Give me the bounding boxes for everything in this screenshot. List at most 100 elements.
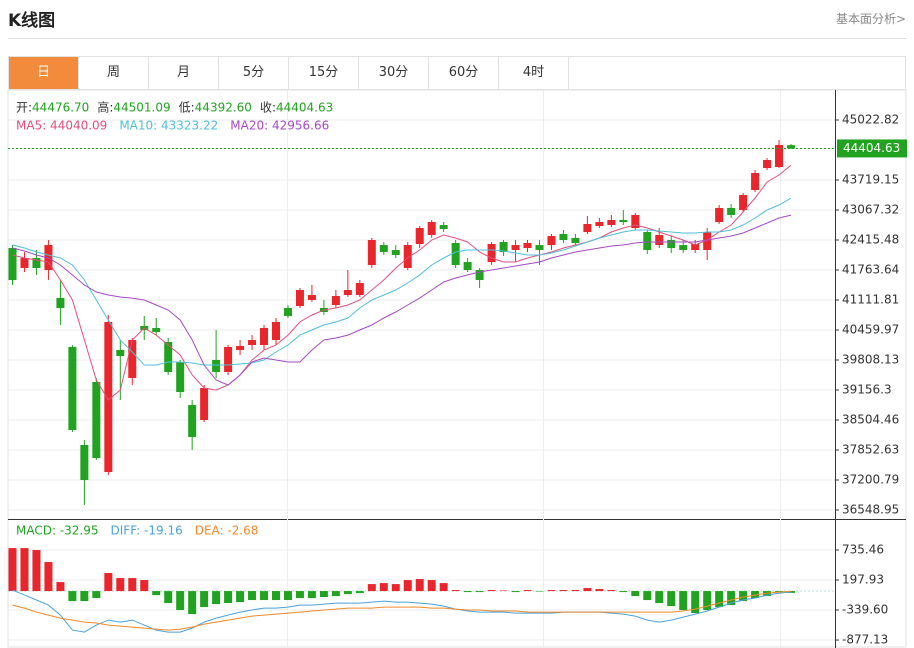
fundamental-link[interactable]: 基本面分析> [835, 12, 906, 26]
candle-body [343, 289, 352, 296]
ohlc-value: 44476.70 [32, 101, 89, 115]
macd-bar [487, 590, 496, 592]
ma-line [12, 590, 792, 631]
macd-bar [319, 591, 328, 598]
macd-bar [703, 591, 712, 611]
macd-bar [343, 591, 352, 595]
candle-body [32, 258, 41, 268]
macd-bar [463, 591, 472, 593]
period-tab[interactable]: 日 [9, 57, 79, 89]
candle-body [595, 222, 604, 227]
ohlc-value: 44501.09 [113, 101, 170, 115]
macd-bar [248, 591, 257, 601]
ohlc-name: 开: [16, 101, 32, 115]
last-price-box [837, 139, 907, 158]
y-tick-label: 39808.13 [842, 352, 899, 366]
macd-bar [164, 591, 173, 604]
period-tab[interactable]: 60分 [429, 57, 499, 89]
candle-body [715, 207, 724, 223]
candle-body [212, 359, 221, 373]
macd-bar [379, 583, 388, 592]
last-price-label: 44404.63 [843, 141, 900, 155]
period-tab[interactable]: 5分 [219, 57, 289, 89]
candle-body [92, 381, 101, 458]
candle-body [583, 223, 592, 233]
period-tab[interactable]: 4时 [499, 57, 569, 89]
macd-bar [260, 591, 269, 601]
macd-bar [751, 591, 760, 599]
macd-bar [331, 591, 340, 597]
macd-bar [224, 591, 233, 604]
candle-body [295, 289, 304, 307]
ohlc-value: 44404.63 [276, 101, 333, 115]
macd-bar [787, 591, 796, 593]
candle-body [224, 346, 233, 373]
macd-bar [367, 584, 376, 592]
ma-line [12, 164, 792, 401]
y-tick-label: 43719.15 [842, 172, 899, 186]
macd-bar [355, 591, 364, 594]
candle-body [667, 240, 676, 249]
ma-legend: MA20: 42956.66 [230, 119, 329, 133]
candle-body [415, 228, 424, 245]
divider [8, 38, 906, 39]
candle-body [355, 283, 364, 296]
y-tick-label: 197.93 [842, 573, 884, 587]
candle-body [751, 173, 760, 190]
y-tick-label: 735.46 [842, 543, 884, 557]
candle-body [188, 405, 197, 437]
macd-bar [727, 591, 736, 606]
macd-bar [116, 578, 125, 592]
candle-body [116, 350, 125, 356]
candle-body [283, 307, 292, 316]
candle-body [68, 346, 77, 431]
candle-body [260, 328, 269, 345]
y-tick-label: 38504.46 [842, 412, 899, 426]
y-tick-label: 37852.63 [842, 442, 899, 456]
macd-bar [56, 582, 65, 592]
macd-bar [535, 591, 544, 592]
y-tick-label: 41763.64 [842, 262, 899, 276]
macd-bar [391, 584, 400, 592]
macd-bar [691, 591, 700, 614]
candle-body [56, 298, 65, 308]
candle-body [80, 445, 89, 480]
macd-bar [631, 591, 640, 597]
candle-body [655, 234, 664, 246]
candle-body [475, 270, 484, 281]
candle-body [176, 362, 185, 392]
macd-bar [415, 579, 424, 592]
candle-body [271, 321, 280, 341]
macd-bar [451, 590, 460, 592]
page-title: K线图 [8, 11, 56, 31]
period-tab[interactable]: 15分 [289, 57, 359, 89]
macd-bar [715, 591, 724, 608]
ma-line [12, 197, 792, 366]
y-tick-label: 36548.95 [842, 502, 899, 516]
macd-bar [104, 573, 113, 592]
macd-bar [236, 591, 245, 603]
macd-bar [200, 591, 209, 608]
macd-bar [307, 591, 316, 599]
y-tick-label: 42415.48 [842, 232, 899, 246]
candle-body [200, 387, 209, 421]
macd-bar [152, 591, 161, 596]
macd-bar [475, 591, 484, 593]
candle-body [547, 236, 556, 246]
macd-bar [295, 591, 304, 599]
candle-body [763, 160, 772, 169]
macd-bar [679, 591, 688, 611]
candle-body [403, 245, 412, 268]
period-tab[interactable]: 月 [149, 57, 219, 89]
ohlc-name: 低: [179, 101, 195, 115]
candle-body [104, 321, 113, 473]
macd-bar [427, 580, 436, 592]
candle-body [607, 219, 616, 226]
macd-bar [667, 591, 676, 607]
macd-bar [559, 590, 568, 592]
period-tab[interactable]: 30分 [359, 57, 429, 89]
candle-body [691, 244, 700, 251]
period-tab[interactable]: 周 [79, 57, 149, 89]
macd-bar [643, 591, 652, 601]
ma-legend: MA5: 44040.09 [16, 119, 107, 133]
